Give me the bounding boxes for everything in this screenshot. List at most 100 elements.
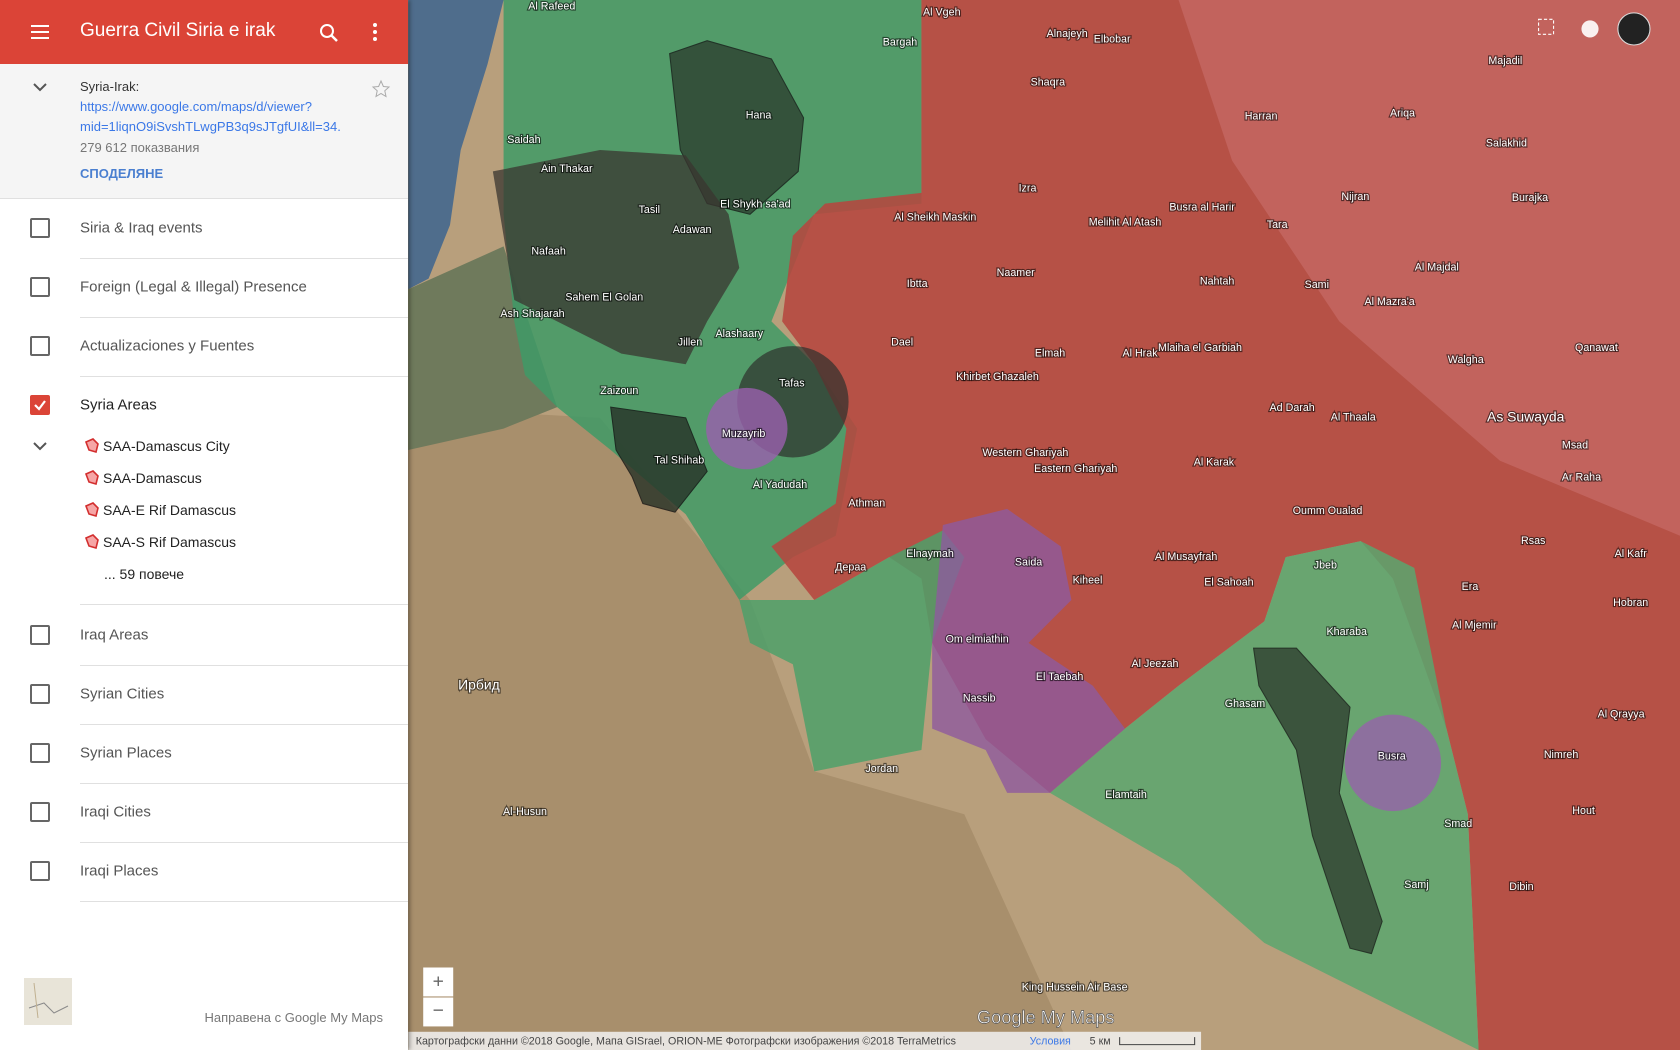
layer-item[interactable]: SAA-Damascus (103, 470, 202, 486)
place-label: Harran (1245, 111, 1278, 123)
place-label: Athman (848, 497, 885, 509)
avatar[interactable] (1617, 12, 1651, 46)
place-label: Al Jeezah (1131, 658, 1178, 670)
place-label: Al Yadudah (753, 479, 807, 491)
place-label: Al Vgeh (923, 7, 961, 19)
layer-name[interactable]: Iraq Areas (80, 626, 149, 644)
place-label: Tal Shihab (654, 455, 704, 467)
layer-name[interactable]: Syrian Cities (80, 685, 165, 703)
polygon-icon (84, 502, 99, 517)
place-label: Al Qrayya (1598, 708, 1645, 720)
layer-name[interactable]: Syrian Places (80, 744, 172, 762)
more-button[interactable] (369, 21, 381, 43)
layer-checkbox[interactable] (30, 395, 50, 415)
layer-name[interactable]: Foreign (Legal & Illegal) Presence (80, 278, 307, 296)
menu-button[interactable] (29, 21, 51, 43)
search-button[interactable] (318, 22, 340, 44)
row-separator (80, 901, 408, 902)
map-link[interactable]: mid=1liqnO9iSvshTLwgPB3q9sJTgfUI&ll=34. (80, 119, 341, 134)
place-label: Al Karak (1194, 457, 1235, 469)
apps-icon[interactable] (1538, 18, 1555, 35)
place-label: Tara (1267, 219, 1288, 231)
expand-icon[interactable] (32, 440, 48, 452)
header: Guerra Civil Siria e irak (0, 0, 408, 64)
place-label: Eastern Ghariyah (1034, 463, 1117, 475)
share-button[interactable]: СПОДЕЛЯНЕ (80, 166, 164, 181)
place-label: Al Hrak (1122, 347, 1158, 359)
place-label: Al Mjemir (1452, 620, 1497, 632)
map-link[interactable]: https://www.google.com/maps/d/viewer? (80, 99, 312, 114)
polygon-shape (84, 534, 99, 549)
row-separator (80, 665, 408, 666)
layer-checkbox[interactable] (30, 218, 50, 238)
place-label: Smad (1444, 818, 1472, 830)
attribution: Картографски данни ©2018 Google, Мапа GI… (416, 1035, 956, 1047)
layer-checkbox[interactable] (30, 802, 50, 822)
place-label: Ariqa (1390, 107, 1415, 119)
watermark: Google My Maps (977, 1008, 1115, 1028)
place-label: Saidah (507, 134, 540, 146)
notifications-icon[interactable] (1581, 20, 1599, 38)
region-dark (1252, 647, 1383, 955)
collapse-icon[interactable] (32, 81, 48, 93)
layer-checkbox[interactable] (30, 743, 50, 763)
terms-link[interactable]: Условия (1030, 1035, 1071, 1047)
layer-checkbox[interactable] (30, 277, 50, 297)
lake (408, 0, 504, 290)
place-label: Muzayrib (722, 428, 765, 440)
layer-item[interactable]: SAA-E Rif Damascus (103, 502, 237, 518)
layer-item[interactable]: SAA-Damascus City (103, 438, 230, 454)
place-label: Ash Shajarah (500, 308, 564, 320)
place-label: Al Kafr (1615, 548, 1648, 560)
polygon-shape (84, 438, 99, 453)
place-label: Ar Raha (1562, 472, 1601, 484)
layer-name[interactable]: Iraqi Cities (80, 803, 151, 821)
place-label: King Hussein Air Base (1022, 982, 1128, 994)
place-label: Qanawat (1575, 342, 1618, 354)
place-label: Ghasam (1225, 698, 1266, 710)
map-thumbnail[interactable] (24, 978, 72, 1025)
layer-checkbox[interactable] (30, 625, 50, 645)
place-label: Izra (1019, 182, 1037, 194)
region-purple (1344, 714, 1442, 812)
more-items[interactable]: ... 59 повече (104, 566, 185, 582)
place-label: Oumm Oualad (1293, 505, 1363, 517)
polygon-shape (84, 502, 99, 517)
place-label: Nimreh (1544, 749, 1579, 761)
zoom-in-button[interactable] (423, 967, 454, 997)
place-label: Alashaary (715, 328, 763, 340)
layer-checkbox[interactable] (30, 684, 50, 704)
place-label: Sahem El Golan (565, 292, 643, 304)
row-separator (80, 724, 408, 725)
place-label: Khirbet Ghazaleh (956, 371, 1039, 383)
place-label: Tasil (639, 204, 660, 216)
place-label: Majadil (1488, 55, 1522, 67)
place-label: Salakhid (1486, 137, 1527, 149)
place-label: Adawan (673, 224, 712, 236)
region-dark (610, 406, 708, 513)
place-label: Ibtta (907, 278, 928, 290)
layer-name[interactable]: Actualizaciones y Fuentes (80, 337, 255, 355)
layer-item[interactable]: SAA-S Rif Damascus (103, 534, 237, 550)
place-label: Ain Thakar (541, 163, 593, 175)
place-label: Mlaiha el Garbiah (1158, 342, 1242, 354)
zoom-out-button[interactable] (423, 997, 454, 1027)
map-labels: Al Rafeed Hana Saidah Ain Thakar Tasil Adawan… (457, 0, 1650, 995)
layer-checkbox[interactable] (30, 336, 50, 356)
place-label: Elmah (1035, 347, 1065, 359)
chevron (33, 442, 47, 451)
star-button[interactable] (371, 79, 391, 99)
place-label: Kiheel (1073, 575, 1103, 587)
place-label: Hout (1572, 805, 1595, 817)
place-label: Bargah (883, 37, 918, 49)
layer-name[interactable]: Iraqi Places (80, 862, 159, 880)
place-label: Hobran (1613, 597, 1648, 609)
layer-name[interactable]: Siria & Iraq events (80, 219, 203, 237)
layer-checkbox[interactable] (30, 861, 50, 881)
place-label: Samj (1404, 879, 1428, 891)
terrain-shade (408, 407, 1072, 1050)
layer-name[interactable]: Syria Areas (80, 396, 157, 414)
row-separator (80, 604, 408, 605)
place-label: Saida (1015, 556, 1042, 568)
